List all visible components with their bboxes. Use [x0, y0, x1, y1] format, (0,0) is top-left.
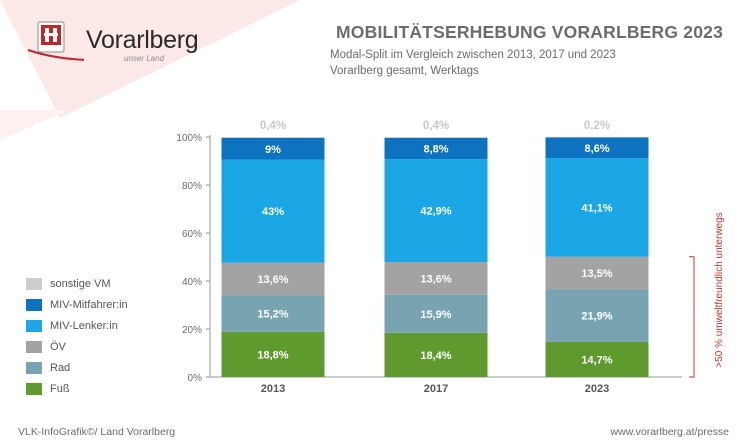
legend-label: MIV-Mitfahrer:in: [50, 298, 128, 311]
logo-tagline: unser Land: [124, 54, 165, 63]
annotation-label: >50 % umweltfreundlich unterwegs: [714, 212, 725, 367]
bar-segment-sonstige-vm-2017: [384, 137, 488, 138]
bar-segment-rad-2013: [221, 295, 325, 332]
legend-item: Rad: [26, 357, 128, 378]
bar-segment-rad-2017: [384, 294, 488, 333]
data-label-top: 0,2%: [584, 120, 610, 132]
bar-segment-miv-lenker-in-2023: [545, 158, 649, 257]
data-label-top: 0,4%: [423, 120, 449, 132]
y-tick-label: 0%: [188, 373, 203, 384]
legend-label: ÖV: [50, 340, 66, 353]
data-label: 15,9%: [420, 309, 451, 321]
bar-segment-miv-lenker-in-2017: [384, 159, 488, 263]
subtitle-line-1: Modal-Split im Vergleich zwischen 2013, …: [330, 49, 616, 61]
y-tick-label: 100%: [176, 133, 202, 144]
data-label: 8,6%: [584, 143, 609, 155]
legend-item: ÖV: [26, 336, 128, 357]
bar-segment-miv-lenker-in-2013: [221, 159, 325, 263]
bar-segment-miv-mitfahrer-in-2023: [545, 137, 649, 159]
chart-legend: sonstige VM MIV-Mitfahrer:in MIV-Lenker:in…: [26, 273, 128, 399]
data-label-top: 0,4%: [260, 120, 286, 132]
bar-segment--v-2013: [221, 262, 325, 296]
legend-swatch: [26, 382, 42, 395]
data-label: 43%: [262, 206, 284, 218]
legend-item: Fuß: [26, 378, 128, 399]
legend-label: Fuß: [50, 382, 70, 395]
data-label: 18,8%: [257, 349, 288, 361]
bar-segment-miv-mitfahrer-in-2017: [384, 137, 488, 160]
footer-link[interactable]: www.vorarlberg.at/presse: [610, 426, 729, 438]
y-tick-label: 40%: [182, 277, 202, 288]
data-label: 13,6%: [257, 274, 288, 286]
legend-swatch: [26, 361, 42, 374]
subtitle-line-2: Vorarlberg gesamt, Werktags: [330, 65, 479, 77]
annotation-bracket: [689, 256, 695, 378]
subtitle: Modal-Split im Vergleich zwischen 2013, …: [330, 47, 616, 79]
coat-of-arms-icon: [27, 21, 84, 61]
footer-credit: VLK-InfoGrafik©/ Land Vorarlberg: [18, 426, 176, 438]
y-tick-label: 60%: [182, 229, 202, 240]
page-title: MOBILITÄTSERHEBUNG VORARLBERG 2023: [336, 22, 723, 42]
data-label: 13,6%: [420, 273, 451, 285]
legend-item: MIV-Mitfahrer:in: [26, 294, 128, 315]
bar-segment-sonstige-vm-2013: [221, 137, 325, 138]
data-label: 18,4%: [420, 350, 451, 362]
legend-label: sonstige VM: [50, 277, 111, 290]
x-tick-label: 2017: [424, 383, 448, 395]
legend-swatch: [26, 277, 42, 290]
legend-label: Rad: [50, 361, 71, 374]
y-tick-label: 80%: [182, 181, 202, 192]
legend-item: MIV-Lenker:in: [26, 315, 128, 336]
data-label: 8,8%: [423, 144, 448, 156]
bar-segment-fu--2017: [384, 332, 488, 377]
data-label: 21,9%: [581, 310, 612, 322]
legend-swatch: [26, 298, 42, 311]
data-label: 15,2%: [257, 309, 288, 321]
y-tick-label: 20%: [182, 325, 202, 336]
bar-segment-rad-2023: [545, 289, 649, 342]
legend-label: MIV-Lenker:in: [50, 319, 118, 332]
data-label: 9%: [265, 144, 281, 156]
x-tick-label: 2023: [585, 383, 609, 395]
bar-segment--v-2023: [545, 256, 649, 290]
data-label: 42,9%: [420, 206, 451, 218]
bar-segment--v-2017: [384, 262, 488, 295]
bar-segment-miv-mitfahrer-in-2013: [221, 137, 325, 160]
legend-swatch: [26, 319, 42, 332]
data-label: 41,1%: [581, 202, 612, 214]
data-label: 14,7%: [581, 354, 612, 366]
legend-swatch: [26, 340, 42, 353]
x-tick-label: 2013: [261, 383, 285, 395]
bar-segment-fu--2013: [221, 331, 325, 377]
data-label: 13,5%: [581, 268, 612, 280]
vorarlberg-logo: Vorarlberg unser Land: [24, 10, 199, 70]
bar-segment-fu--2023: [545, 341, 649, 377]
logo-wordmark: Vorarlberg: [86, 26, 199, 54]
legend-item: sonstige VM: [26, 273, 128, 294]
